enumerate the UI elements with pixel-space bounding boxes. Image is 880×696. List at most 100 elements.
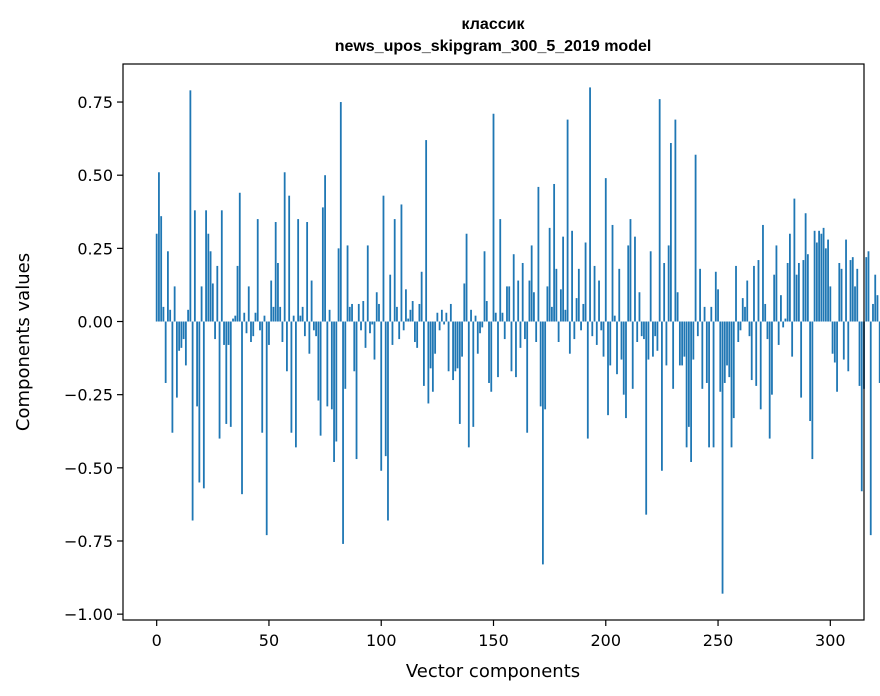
bar-component-127	[440, 309, 443, 322]
bar-component-304	[838, 262, 841, 322]
bar-component-57	[283, 172, 286, 322]
bar-component-141	[472, 321, 475, 427]
bar-component-8	[173, 286, 176, 322]
bar-component-56	[281, 321, 284, 342]
bar-component-83	[342, 321, 344, 544]
bar-component-97	[373, 321, 376, 360]
bar-component-204	[613, 315, 616, 322]
bar-component-174	[546, 286, 549, 322]
bar-component-24	[209, 251, 212, 322]
bar-component-78	[330, 321, 333, 410]
bar-component-14	[187, 309, 190, 322]
bar-component-216	[640, 321, 643, 337]
bar-component-275	[773, 274, 776, 322]
bar-component-281	[786, 262, 789, 322]
bar-component-33	[229, 321, 232, 427]
bar-component-288	[802, 260, 805, 322]
bar-component-279	[782, 321, 785, 328]
bar-component-235	[683, 321, 686, 357]
bar-component-21	[202, 321, 205, 489]
bar-component-294	[815, 242, 818, 322]
bar-component-322	[878, 321, 880, 383]
bar-component-61	[292, 315, 295, 322]
bar-component-67	[306, 222, 309, 322]
bar-component-35	[234, 315, 237, 322]
bar-component-142	[474, 315, 477, 322]
bar-component-31	[225, 321, 228, 424]
bar-component-51	[270, 280, 273, 322]
bar-component-196	[595, 321, 598, 345]
x-tick-label: 50	[259, 631, 279, 650]
bar-component-105	[391, 321, 394, 345]
bar-component-45	[256, 219, 259, 322]
bar-component-175	[548, 227, 551, 322]
chart-title: классик	[462, 16, 526, 33]
bar-component-123	[431, 321, 434, 392]
bar-component-42	[250, 321, 252, 342]
bar-component-72	[317, 321, 320, 401]
bar-component-114	[411, 301, 414, 322]
bar-component-59	[288, 195, 291, 322]
bar-component-150	[492, 113, 495, 322]
bar-component-218	[645, 321, 648, 515]
bar-component-68	[308, 321, 311, 354]
bar-component-249	[714, 271, 717, 322]
bar-component-130	[447, 321, 450, 372]
bar-component-283	[791, 321, 794, 357]
bar-component-58	[286, 321, 288, 372]
bar-component-291	[809, 321, 812, 422]
bar-component-318	[869, 321, 872, 536]
bar-component-155	[503, 321, 506, 340]
bar-component-36	[236, 265, 239, 322]
bar-component-32	[227, 321, 230, 345]
bar-component-17	[193, 210, 196, 322]
bar-component-179	[557, 321, 560, 342]
bar-component-144	[479, 321, 481, 334]
bar-component-187	[575, 298, 578, 322]
bar-component-159	[512, 254, 515, 322]
bar-component-270	[762, 224, 764, 322]
bar-component-167	[530, 245, 533, 322]
bar-component-308	[847, 321, 850, 372]
bar-component-120	[425, 140, 428, 322]
bar-component-212	[631, 321, 634, 389]
bar-component-53	[274, 222, 277, 322]
bar-component-250	[717, 289, 719, 322]
bar-component-139	[467, 321, 470, 448]
bar-component-12	[182, 321, 185, 340]
bar-component-317	[867, 251, 870, 322]
bar-component-209	[625, 321, 627, 419]
bar-component-86	[348, 306, 351, 322]
bar-component-255	[728, 321, 731, 378]
bar-component-236	[685, 321, 688, 448]
bar-component-230	[672, 321, 675, 389]
x-tick-label: 250	[703, 631, 734, 650]
bar-component-176	[550, 306, 553, 322]
bar-component-213	[634, 236, 636, 322]
x-tick-label: 150	[478, 631, 509, 650]
bar-component-49	[265, 321, 268, 536]
bar-component-20	[200, 286, 203, 322]
bar-component-77	[328, 309, 331, 322]
bar-component-278	[780, 295, 782, 322]
bar-component-293	[813, 230, 816, 322]
bar-component-81	[337, 248, 340, 322]
bar-component-190	[582, 303, 585, 322]
bar-component-108	[398, 321, 401, 340]
bar-component-30	[223, 321, 225, 345]
bar-component-198	[600, 321, 603, 331]
bar-component-48	[263, 315, 266, 322]
y-tick-label: −0.25	[64, 386, 113, 405]
bar-component-226	[663, 262, 666, 322]
y-tick-label: −0.50	[64, 459, 113, 478]
bar-component-74	[321, 207, 324, 322]
bar-component-40	[245, 321, 248, 334]
plot-frame	[122, 63, 865, 621]
bar-component-113	[409, 309, 412, 322]
bar-component-148	[488, 321, 490, 383]
bar-component-303	[836, 321, 838, 392]
bar-component-222	[654, 321, 657, 337]
bar-component-258	[735, 265, 737, 322]
bar-component-228	[667, 245, 670, 322]
bar-component-143	[476, 321, 479, 354]
